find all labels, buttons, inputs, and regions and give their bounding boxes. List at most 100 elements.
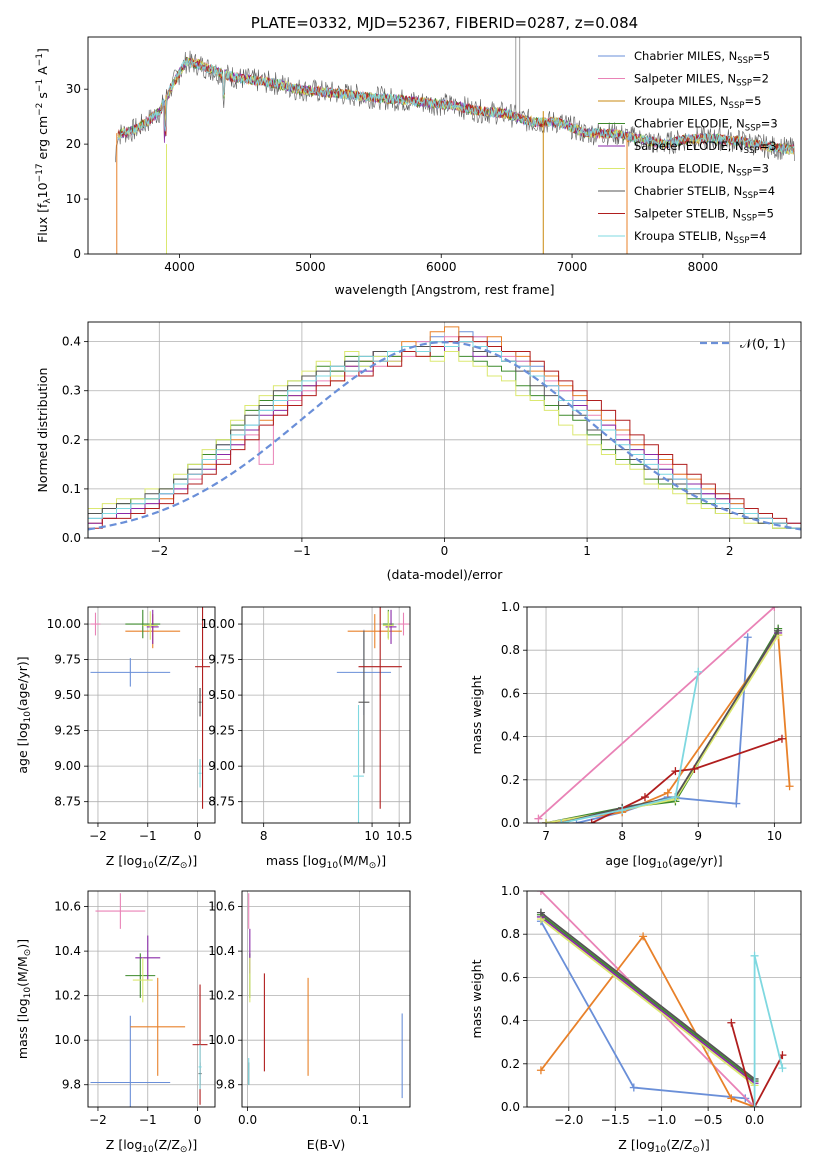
x-tick-label: −2 [89,829,107,843]
y-axis-label-part: ⊙ [23,949,33,957]
normal-curve [88,341,801,531]
y-tick-label: 10.0 [54,1033,81,1047]
y-axis-label-part: −17 [35,163,45,182]
weight-series-line [540,920,756,1107]
scatter-panel-mass-vs-Z: −2 −1 09.810.010.210.410.6Z [log10(Z/Z⊙)]m… [15,890,216,1155]
weight-series-line [730,1022,784,1107]
y-tick-label: 9.75 [208,653,235,667]
weight-marker [640,793,649,802]
x-tick-label: 10 [364,829,379,843]
y-tick-label: 0.8 [501,927,520,941]
x-axis-label-part: Z [log [618,1137,654,1152]
weight-marker [690,765,699,773]
y-axis-label-part: s [35,92,50,103]
x-axis-label-part: ⊙ [369,861,377,871]
x-axis-label: Z [log10(Z/Z⊙)] [106,1137,197,1155]
x-tick-label: 1 [583,544,591,558]
x-axis-label-part: 10 [327,861,339,871]
x-axis-label-part: (M/M [338,853,369,868]
y-axis-label-part: (age/yr)] [15,656,30,711]
x-tick-label: −2 [150,544,168,558]
weight-marker [536,908,545,917]
x-axis-label-part: ⊙ [692,1145,700,1155]
spectrum-series-line [117,57,795,154]
x-axis-label: (data-model)/error [387,567,504,582]
y-axis-label-part: erg cm [35,116,50,164]
y-axis-label: mass [log10(M/M⊙)] [15,939,33,1059]
legend-entry-sub: SSP [734,236,750,246]
legend-entry-suffix: =3 [761,117,778,131]
y-axis-label-part: (M/M [15,956,30,987]
y-tick-label: 1.0 [501,600,520,614]
x-axis-label-part: E(B-V) [307,1137,346,1152]
y-axis-label-part: 10 [35,182,50,198]
y-tick-label: 10.6 [208,900,235,914]
x-tick-label: 4000 [164,260,195,274]
x-tick-label: −1 [293,544,311,558]
x-tick-label: 0.0 [745,1113,764,1127]
weight-marker [587,819,596,823]
weight-series-line [540,934,755,1107]
x-axis-label-part: (Z/Z [154,1137,180,1152]
x-tick-label: 0.0 [238,1113,257,1127]
y-axis-label-part: mass [log [15,998,30,1059]
y-axis-label: Flux [fλ10−17 erg cm−2 s−1 A−1] [35,48,53,243]
y-tick-label: 0.2 [501,1057,520,1071]
legend-entry-name: Salpeter STELIB, N [634,207,741,221]
weight-marker [629,1083,638,1092]
legend-entry: Chabrier ELODIE, NSSP=3 [634,117,778,134]
weight-series-line [537,607,776,820]
legend-entry-suffix: =3 [760,139,777,153]
y-tick-label: 0.6 [501,970,520,984]
x-tick-label: 0 [441,544,449,558]
x-tick-label: 7000 [557,260,588,274]
legend-entry-suffix: =5 [744,94,761,108]
weight-series-line [540,916,756,1084]
y-axis-label-part: 10 [23,987,33,999]
y-tick-label: 10.6 [54,900,81,914]
weight-marker [727,1018,736,1027]
y-tick-label: 0.1 [62,482,81,496]
scatter-panel-age-vs-mass: 8 10 10.5 8.75 9.00 9.25 9.50 9.75 10.00 mass [lo… [201,606,413,871]
weight-marker [557,819,566,823]
weight-series-line [561,630,779,823]
x-tick-label: 8 [618,829,626,843]
weight-marker [618,806,627,815]
x-axis-label-part: Z [log [106,1137,142,1152]
legend-entry-sub: SSP [729,101,745,111]
x-tick-label: 0 [194,1113,202,1127]
y-tick-label: 9.8 [62,1078,81,1092]
y-axis-label-part: ] [35,48,50,53]
x-tick-label: 5000 [295,260,326,274]
y-tick-label: 9.25 [208,724,235,738]
x-axis-label-part: 10 [142,1145,154,1155]
weight-series-line [540,918,756,1087]
x-tick-label: 10.5 [386,829,413,843]
x-tick-label: 7 [542,829,550,843]
y-tick-label: 9.50 [54,688,81,702]
legend-entry-name: Kroupa ELODIE, N [634,162,736,176]
error-bars [336,607,409,823]
error-bars [248,893,403,1099]
y-axis-label: Normed distribution [35,368,50,493]
histogram-step [88,346,801,538]
axes-frame [87,321,802,539]
legend-entry-sub: SSP [744,146,760,156]
y-tick-label: 10.0 [208,1033,235,1047]
y-axis-label: mass weight [469,959,484,1038]
x-tick-label: −1 [139,829,157,843]
y-tick-label: 0.4 [501,1014,520,1028]
x-axis-label: Z [log10(Z/Z⊙)] [106,853,197,871]
weight-marker [694,667,703,676]
y-tick-label: 30 [66,82,81,96]
x-tick-label: −0.5 [694,1113,723,1127]
y-tick-label: 0.6 [501,686,520,700]
y-tick-label: 0.4 [62,335,81,349]
axes-frame [526,890,802,1108]
x-axis-label-part: )] [187,853,197,868]
y-axis-label-part: 10 [23,711,33,723]
y-tick-label: 9.00 [54,759,81,773]
